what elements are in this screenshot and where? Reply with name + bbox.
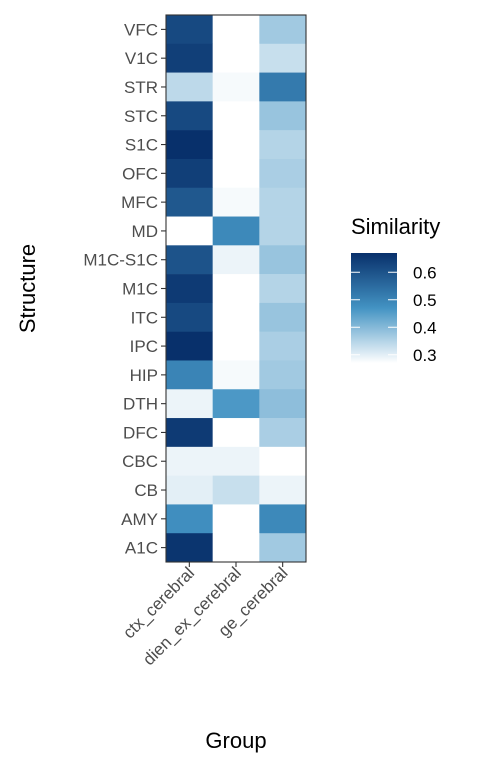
heatmap-cell [212,533,260,563]
heatmap-cell [212,446,260,476]
heatmap-cell [212,158,260,189]
heatmap-cell [166,101,213,131]
y-tick-label: M1C [122,280,158,299]
heatmap-cell [166,389,213,419]
heatmap-cell [259,302,307,332]
y-tick-label: IPC [130,337,158,356]
y-tick-label: MD [132,222,158,241]
heatmap-cell [212,245,260,275]
heatmap-cell [259,130,307,160]
heatmap-cell [166,187,213,217]
heatmap-cell [259,187,307,217]
legend-tick-label: 0.6 [413,263,437,282]
heatmap-cell [259,72,307,102]
heatmap-cell [166,130,213,160]
heatmap-cell [212,418,260,448]
heatmap-cell [259,43,307,73]
heatmap-cell [212,331,260,361]
y-tick-label: A1C [125,539,158,558]
y-tick-label: DFC [123,423,158,442]
legend-tick-label: 0.5 [413,291,437,310]
heatmap-cell [259,446,307,476]
heatmap-cell [166,274,213,304]
heatmap-cell [212,15,260,45]
heatmap-cell [259,533,307,563]
y-tick-label: ITC [131,308,158,327]
heatmap-cell [212,504,260,534]
y-tick-label: V1C [125,49,158,68]
heatmap-cell [212,475,260,505]
heatmap-cell [259,158,307,189]
heatmap-cell [259,216,307,246]
heatmap-cell [212,101,260,131]
legend-ticks: 0.6 0.5 0.4 0.3 [351,263,437,365]
heatmap-cell [212,216,260,246]
y-tick-label: MFC [121,193,158,212]
heatmap-cell [166,475,213,505]
heatmap-cell [212,389,260,419]
y-tick-label: HIP [130,366,158,385]
legend-colorbar [351,253,397,363]
y-tick-label: CBC [122,452,158,471]
heatmap-cell [166,72,213,102]
heatmap-cell [166,533,213,563]
y-tick-label: M1C-S1C [83,251,158,270]
heatmap-cell [259,274,307,304]
heatmap-cell [212,43,260,73]
y-tick-label: STC [124,107,158,126]
heatmap-cell [166,360,213,390]
heatmap-cell [259,245,307,275]
heatmap-cell [259,360,307,390]
heatmap-cell [259,475,307,505]
legend: Similarity 0.6 0.5 0.4 0.3 [351,214,440,365]
y-tick-label: AMY [121,510,158,529]
heatmap-cell [259,418,307,448]
y-axis: VFC V1C STR STC S1C OFC MFC MD M1C-S1C M1C ITC IPC H… [83,20,166,558]
heatmap-cell [166,504,213,534]
heatmap-cell [212,302,260,332]
y-tick-label: DTH [123,395,158,414]
y-tick-label: STR [124,78,158,97]
heatmap-cell [166,216,213,246]
y-tick-label: VFC [124,20,158,39]
y-tick-label: S1C [125,136,158,155]
heatmap-cell [259,389,307,419]
heatmap-cell [166,418,213,448]
y-tick-label: CB [134,481,158,500]
heatmap-cell [212,274,260,304]
heatmap-cell [166,331,213,361]
heatmap-cell [259,15,307,45]
heatmap-cell [212,360,260,390]
y-axis-title: Structure [15,244,40,333]
heatmap-cell [166,158,213,189]
heatmap-cell [166,245,213,275]
heatmap-cell [259,101,307,131]
legend-tick-label: 0.4 [413,318,437,337]
legend-title: Similarity [351,214,440,239]
heatmap-cell [212,187,260,217]
x-axis-title: Group [205,728,266,753]
heatmap-cell [166,15,213,45]
heatmap-cell [166,446,213,476]
heatmap-cells [166,15,307,563]
y-tick-label: OFC [122,164,158,183]
heatmap-cell [212,72,260,102]
legend-gradient [351,253,397,363]
heatmap-cell [259,331,307,361]
heatmap-cell [166,302,213,332]
heatmap-cell [166,43,213,73]
heatmap-cell [259,504,307,534]
legend-tick-label: 0.3 [413,346,437,365]
heatmap-cell [212,130,260,160]
